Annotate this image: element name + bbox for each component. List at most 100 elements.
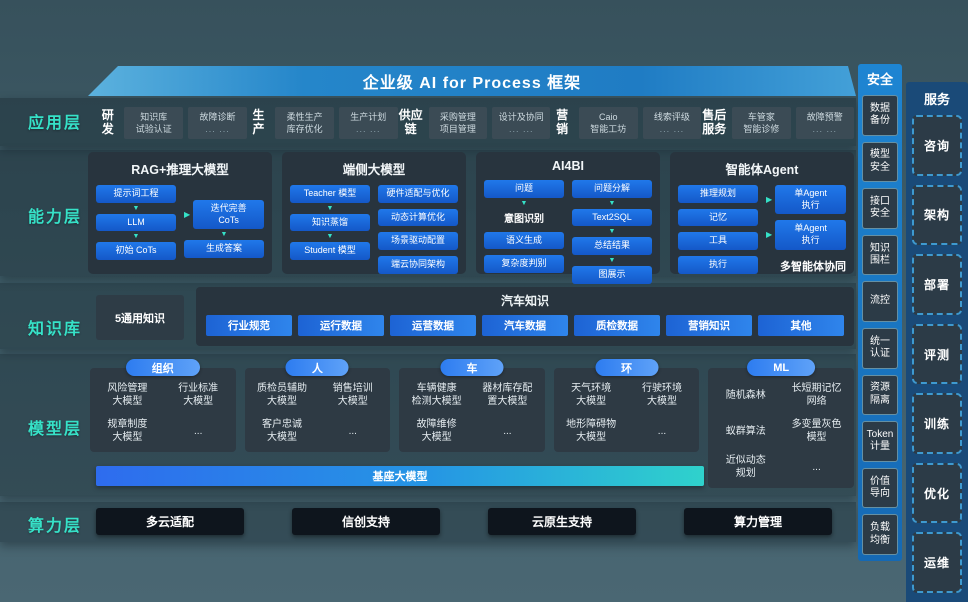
- model-item-more: ...: [348, 425, 357, 437]
- service-item: 评测: [912, 323, 962, 385]
- layer-label-model: 模型层: [27, 421, 82, 438]
- arrow-down-icon: ▼: [132, 204, 140, 212]
- knowledge-item: 其他: [758, 315, 844, 336]
- app-box-line: 故障预警: [806, 111, 843, 122]
- model-item: 多变量灰色 模型: [791, 419, 842, 443]
- app-box-more: ... ...: [356, 124, 381, 134]
- model-item: 质检员辅助 大模型: [256, 383, 307, 407]
- knowledge-item: 质检数据: [574, 315, 660, 336]
- panel-edge-model: 端侧大模型 Teacher 模型 ▼ 知识蒸馏 ▼ Student 模型 硬件适…: [282, 152, 466, 274]
- security-title: 安全: [866, 72, 893, 87]
- model-item: 天气环境 大模型: [571, 383, 612, 407]
- ai4bi-right-flow: 问题分解 ▼ Text2SQL ▼ 总结结果 ▼ 图展示: [572, 180, 652, 284]
- flow-step: 动态计算优化: [378, 208, 458, 227]
- panel-title: RAG+推理大模型: [131, 163, 229, 177]
- flow-step: 初始 CoTs: [96, 242, 176, 261]
- model-group-pill: 人: [285, 359, 349, 376]
- flow-step: 知识蒸馏: [290, 213, 370, 232]
- flow-step: 场景驱动配置: [378, 232, 458, 251]
- flow-step: Text2SQL: [572, 208, 652, 227]
- panel-title: AI4BI: [552, 159, 584, 173]
- model-item: 规章制度 大模型: [107, 419, 148, 443]
- flow-step: 图展示: [572, 266, 652, 284]
- arrow-right-icon: ▶: [766, 194, 773, 204]
- agent-right-list: ▶ 单Agent 执行 ▶ 单Agent 执行 多智能体协同: [766, 185, 846, 274]
- compute-item: 算力管理: [684, 508, 832, 535]
- app-box-line: 智能诊修: [743, 124, 780, 134]
- model-item: 器材库存配 置大模型: [482, 383, 533, 407]
- model-item: 行业标准 大模型: [178, 383, 219, 407]
- app-box-line: 知识库: [140, 111, 168, 122]
- flow-step: Student 模型: [290, 242, 370, 261]
- app-box: Caio 智能工坊: [578, 107, 638, 139]
- model-item: 随机森林: [725, 389, 766, 401]
- app-box-line: 库存优化: [286, 124, 323, 134]
- app-group-supply-chain: 供应链 采购管理 项目管理 设计及协同 ... ...: [398, 107, 551, 139]
- app-group-marketing: 营销 Caio 智能工坊 线索评级 ... ...: [550, 107, 702, 139]
- model-item: 客户忠诚 大模型: [261, 419, 302, 443]
- capability-layer-row: RAG+推理大模型 提示词工程 ▼ LLM ▼ 初始 CoTs ▶ 迭代完善 C…: [88, 152, 854, 284]
- flow-step: 推理规划: [678, 185, 758, 203]
- security-column: 安全 数据 备份 模型 安全 接口 安全 知识 围栏 流控 统一 认证 资源 隔…: [858, 64, 902, 561]
- panel-ai4bi: AI4BI 问题 ▼ 意图识别 语义生成 复杂度判别 问题分解 ▼ Text2S…: [476, 152, 660, 284]
- app-box-line: 采购管理: [439, 111, 476, 122]
- agent-footer-label: 多智能体协同: [780, 260, 846, 273]
- security-item: 价值 导向: [862, 467, 898, 509]
- framework-title: 企业级 AI for Process 框架: [362, 75, 582, 92]
- app-group-rd: 研发 知识库 试验认证 故障诊断 ... ...: [96, 107, 247, 139]
- app-box-line: 车管家: [747, 111, 775, 122]
- app-box-line: 项目管理: [439, 124, 476, 134]
- model-group-people: 人 质检员辅助 大模型 销售培训 大模型 客户忠诚 大模型 ...: [244, 359, 391, 452]
- app-group-label: 售后服务: [702, 108, 727, 136]
- model-item: 销售培训 大模型: [332, 383, 373, 407]
- arrow-down-icon: ▼: [326, 204, 334, 212]
- app-box: 生产计划 ... ...: [338, 107, 398, 139]
- arrow-right-icon: ▶: [184, 209, 191, 219]
- flow-step: 总结结果: [572, 237, 652, 256]
- flow-step: 语义生成: [484, 231, 564, 250]
- layer-label-application: 应用层: [27, 115, 82, 132]
- service-item: 训练: [912, 393, 962, 454]
- security-item: 知识 围栏: [862, 234, 898, 276]
- flow-step: 复杂度判别: [484, 255, 564, 274]
- flow-step: 执行: [678, 256, 758, 274]
- compute-layer-row: 多云适配 信创支持 云原生支持 算力管理: [96, 508, 832, 535]
- flow-step: 单Agent 执行: [775, 185, 846, 215]
- app-box-line: 生产计划: [350, 111, 387, 122]
- flow-step: 提示词工程: [96, 185, 176, 203]
- arrow-down-icon: ▼: [608, 257, 616, 265]
- layer-label-compute: 算力层: [27, 518, 82, 535]
- compute-item: 信创支持: [292, 508, 440, 535]
- auto-knowledge-panel: 汽车知识 行业规范 运行数据 运营数据 汽车数据 质检数据 营销知识 其他: [196, 287, 854, 346]
- framework-title-banner: 企业级 AI for Process 框架: [88, 66, 856, 96]
- model-item-more: ...: [657, 425, 667, 437]
- layer-label-capability: 能力层: [27, 209, 82, 226]
- ai4bi-left-flow: 问题 ▼ 意图识别 语义生成 复杂度判别: [484, 180, 564, 284]
- model-item-more: ...: [503, 425, 512, 437]
- arrow-down-icon: ▼: [220, 231, 228, 239]
- security-item: 模型 安全: [862, 141, 898, 183]
- knowledge-item: 汽车数据: [482, 315, 568, 336]
- app-box-line: 试验认证: [135, 124, 172, 134]
- model-item-more: ...: [194, 425, 203, 437]
- flow-step: 端云协同架构: [378, 256, 458, 274]
- model-group-ml: ML 随机森林 长短期记忆 网络 蚁群算法 多变量灰色 模型 近似动态 规划 .…: [708, 359, 854, 488]
- panel-title: 智能体Agent: [725, 163, 799, 177]
- model-item: 地形障碍物 大模型: [566, 419, 617, 443]
- rag-left-flow: 提示词工程 ▼ LLM ▼ 初始 CoTs: [96, 185, 176, 267]
- knowledge-item: 运行数据: [298, 315, 384, 336]
- model-item: 车辆健康 检测大模型: [411, 383, 462, 407]
- service-item: 咨询: [912, 115, 962, 176]
- model-item: 故障维修 大模型: [416, 419, 457, 443]
- knowledge-item: 行业规范: [206, 315, 292, 336]
- app-group-label: 生产: [252, 108, 265, 136]
- arrow-right-icon: ▶: [766, 230, 773, 240]
- model-group-pill: ML: [747, 359, 816, 376]
- flow-step: 记忆: [678, 208, 758, 227]
- app-box: 知识库 试验认证: [124, 107, 184, 139]
- rag-right-flow: ▶ 迭代完善 CoTs ▼ 生成答案: [184, 185, 264, 267]
- flow-step: 单Agent 执行: [775, 220, 846, 250]
- model-item-more: ...: [812, 461, 821, 473]
- layer-label-knowledge: 知识库: [27, 321, 82, 338]
